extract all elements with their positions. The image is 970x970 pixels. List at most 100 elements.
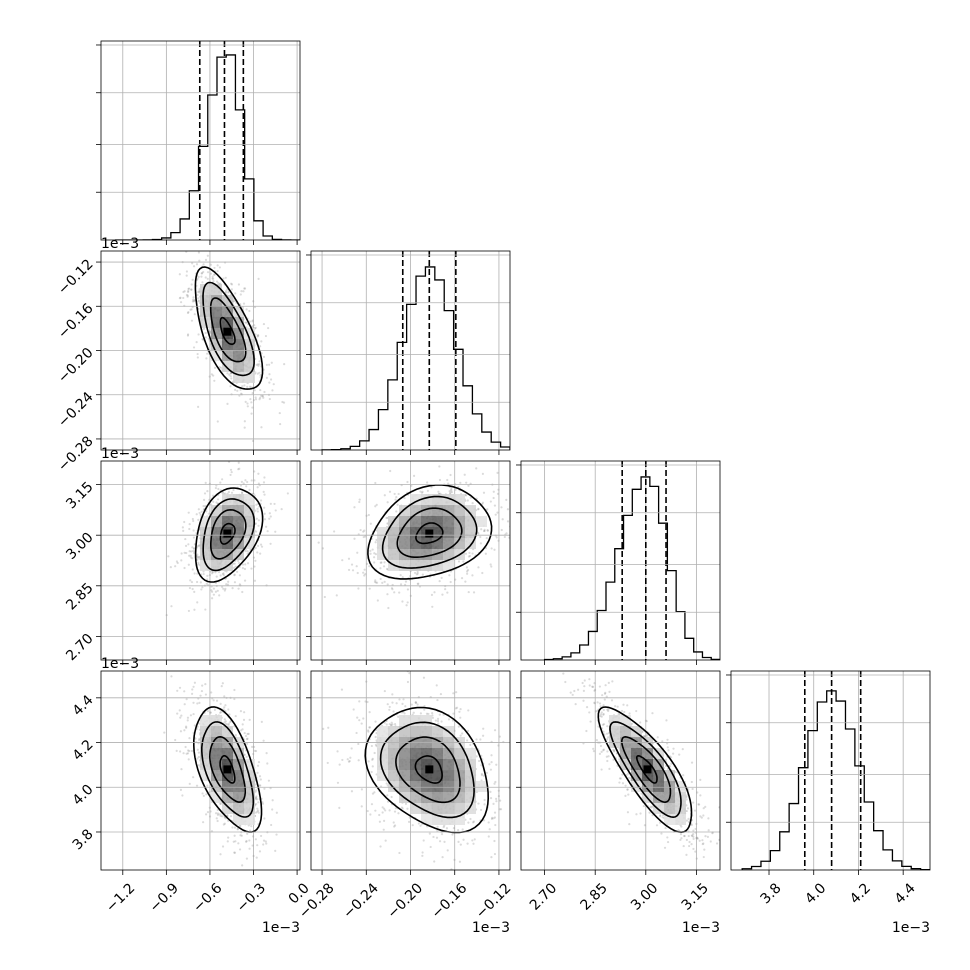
- sample-point: [206, 254, 209, 257]
- sample-point: [218, 266, 221, 269]
- sample-point: [217, 570, 221, 574]
- sample-point: [234, 292, 237, 295]
- sample-point: [446, 478, 449, 482]
- sample-point: [477, 566, 480, 569]
- sample-point: [257, 482, 260, 485]
- sample-point: [360, 788, 363, 791]
- sample-point: [356, 716, 359, 719]
- sample-point: [492, 496, 495, 500]
- density-cell: [410, 748, 421, 759]
- density-cell: [410, 560, 421, 571]
- sample-point: [435, 836, 439, 839]
- density-cell: [410, 494, 421, 505]
- sample-point: [243, 579, 247, 582]
- sample-point: [475, 755, 478, 758]
- sample-point: [196, 293, 199, 297]
- sample-point: [200, 510, 203, 513]
- sample-point: [434, 719, 437, 722]
- sample-point: [193, 572, 196, 575]
- sample-point: [254, 326, 257, 329]
- sample-point: [196, 748, 199, 751]
- sample-point: [322, 727, 325, 730]
- sample-point: [479, 542, 483, 545]
- sample-point: [222, 491, 225, 494]
- sample-point: [465, 566, 469, 569]
- sample-point: [209, 711, 212, 714]
- sample-point: [210, 589, 213, 592]
- sample-point: [195, 247, 197, 249]
- sample-point: [241, 385, 244, 388]
- sample-point: [353, 506, 356, 509]
- sample-point: [192, 701, 195, 704]
- density-cell: [399, 781, 410, 792]
- sample-point: [222, 587, 225, 590]
- sample-point: [435, 684, 438, 687]
- sample-point: [175, 749, 178, 752]
- sample-point: [244, 400, 247, 403]
- sample-point: [256, 810, 259, 813]
- sample-point: [224, 704, 227, 707]
- sample-point: [419, 490, 422, 493]
- sample-point: [224, 720, 227, 723]
- sample-point: [429, 845, 432, 849]
- density-cell: [410, 549, 421, 560]
- sample-point: [374, 720, 377, 723]
- sample-point: [180, 714, 183, 717]
- sample-point: [237, 587, 240, 590]
- sample-point: [229, 815, 233, 818]
- sample-point: [358, 700, 361, 703]
- sample-point: [197, 508, 200, 511]
- sample-point: [192, 685, 195, 688]
- sample-point: [213, 379, 216, 382]
- sample-point: [385, 723, 388, 726]
- sample-point: [193, 547, 196, 550]
- sample-point: [239, 484, 243, 487]
- sample-point: [392, 821, 395, 824]
- sample-point: [363, 529, 366, 532]
- sample-point: [238, 848, 242, 851]
- sample-point: [239, 388, 242, 391]
- sample-point: [268, 512, 271, 515]
- sample-point: [454, 578, 457, 581]
- density-cell: [233, 759, 244, 770]
- sample-point: [443, 824, 446, 827]
- density-cell: [421, 803, 432, 814]
- sample-point: [493, 839, 496, 843]
- sample-point: [405, 604, 408, 607]
- sample-point: [175, 560, 179, 563]
- sample-point: [447, 718, 451, 721]
- sample-point: [380, 561, 383, 564]
- sample-point: [254, 522, 257, 525]
- sample-point: [178, 750, 182, 753]
- sample-point: [409, 574, 412, 578]
- sample-point: [262, 739, 265, 742]
- sample-point: [184, 745, 187, 749]
- contour-line: [194, 266, 264, 390]
- sample-point: [351, 569, 355, 572]
- sample-point: [493, 782, 496, 785]
- sample-point: [255, 457, 257, 459]
- sample-point: [419, 712, 422, 715]
- density-cell: [399, 748, 410, 759]
- sample-point: [205, 793, 208, 796]
- sample-point: [192, 551, 196, 555]
- sample-point: [263, 518, 267, 521]
- sample-point: [459, 843, 462, 846]
- sample-point: [488, 763, 491, 766]
- sample-point: [255, 789, 258, 792]
- sample-point: [255, 856, 258, 859]
- sample-point: [463, 473, 466, 476]
- sample-point: [239, 824, 242, 827]
- sample-point: [174, 565, 177, 568]
- sample-point: [438, 580, 441, 583]
- sample-point: [191, 278, 194, 281]
- sample-point: [192, 247, 194, 249]
- sample-point: [406, 480, 409, 484]
- sample-point: [447, 482, 450, 485]
- sample-point: [414, 701, 418, 705]
- sample-point: [493, 811, 497, 814]
- sample-point: [192, 265, 196, 268]
- sample-point: [360, 722, 363, 725]
- sample-point: [188, 550, 191, 553]
- density-cell: [233, 317, 244, 328]
